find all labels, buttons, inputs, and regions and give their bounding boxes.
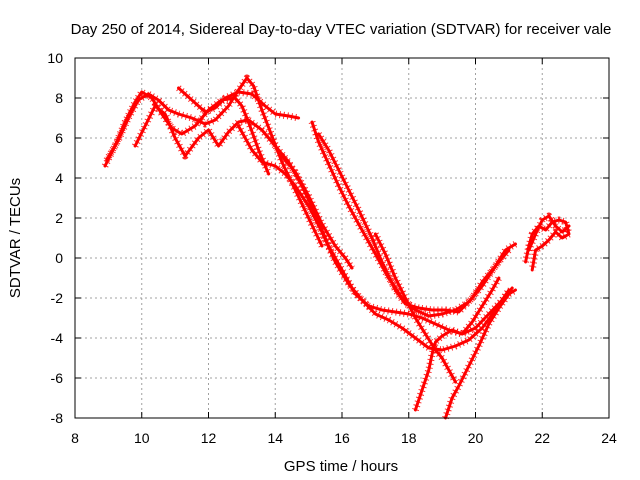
y-axis-tick-labels: -8 -6 -4 -2 0 2 4 6 8 10 xyxy=(47,50,63,426)
y-tick-label: 2 xyxy=(55,210,63,226)
x-tick-label: 12 xyxy=(201,430,217,446)
x-tick-label: 14 xyxy=(267,430,283,446)
series-track-13-markers xyxy=(525,212,572,252)
series-track-3-markers xyxy=(176,85,300,122)
x-tick-label: 20 xyxy=(468,430,484,446)
grid-lines xyxy=(75,58,609,418)
y-tick-label: -4 xyxy=(51,330,64,346)
series-track-7-markers xyxy=(308,120,518,320)
series-track-6-markers xyxy=(279,153,355,270)
x-axis-label: GPS time / hours xyxy=(284,458,398,475)
series-track-1-markers xyxy=(101,88,272,176)
x-tick-label: 16 xyxy=(334,430,350,446)
series-track-9-markers xyxy=(372,232,459,384)
y-axis-label: SDTVAR / TECUs xyxy=(7,178,24,298)
x-tick-label: 18 xyxy=(401,430,417,446)
x-tick-label: 24 xyxy=(601,430,617,446)
x-tick-label: 10 xyxy=(134,430,150,446)
x-tick-label: 22 xyxy=(534,430,550,446)
x-axis-tick-labels: 8 10 12 14 16 18 20 22 24 xyxy=(71,430,617,446)
y-tick-label: 10 xyxy=(47,50,63,66)
y-tick-label: 8 xyxy=(55,90,63,106)
series-track-5-markers xyxy=(235,124,512,354)
y-tick-label: -8 xyxy=(51,410,64,426)
series-track-12-markers xyxy=(522,216,573,271)
x-tick-label: 8 xyxy=(71,430,79,446)
data-series xyxy=(101,74,573,420)
axis-ticks xyxy=(74,57,610,419)
y-tick-label: 6 xyxy=(55,130,63,146)
series-track-11 xyxy=(444,288,517,420)
series-track-2 xyxy=(105,76,324,248)
y-tick-label: -2 xyxy=(51,290,64,306)
y-tick-label: 0 xyxy=(55,250,63,266)
series-track-7 xyxy=(310,120,517,318)
y-tick-label: -6 xyxy=(51,370,64,386)
series-track-8 xyxy=(317,132,511,314)
series-track-10-markers xyxy=(412,276,502,412)
y-tick-label: 4 xyxy=(55,170,63,186)
chart-title: Day 250 of 2014, Sidereal Day-to-day VTE… xyxy=(71,21,612,38)
